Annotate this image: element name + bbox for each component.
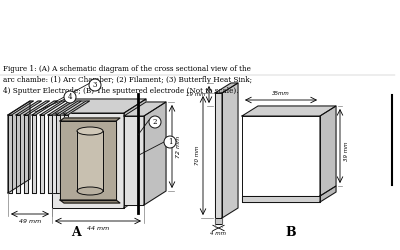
Text: 49 mm: 49 mm	[19, 219, 41, 224]
Polygon shape	[8, 101, 34, 115]
Polygon shape	[52, 101, 90, 115]
Text: 4 mm: 4 mm	[210, 231, 226, 236]
Text: 4: 4	[68, 93, 72, 101]
Text: 1: 1	[168, 138, 172, 146]
Text: Figure 1: (A) A schematic diagram of the cross sectional view of the: Figure 1: (A) A schematic diagram of the…	[3, 65, 251, 73]
Text: 19 mm: 19 mm	[186, 92, 206, 97]
Polygon shape	[56, 115, 60, 193]
Polygon shape	[77, 131, 103, 191]
Ellipse shape	[77, 127, 103, 135]
Polygon shape	[215, 83, 238, 93]
Polygon shape	[242, 106, 336, 116]
Polygon shape	[48, 115, 52, 193]
Polygon shape	[40, 115, 44, 193]
Polygon shape	[242, 116, 320, 196]
Polygon shape	[24, 115, 28, 193]
Text: 39 mm: 39 mm	[344, 141, 349, 161]
Polygon shape	[64, 101, 90, 115]
Text: 70 mm: 70 mm	[195, 146, 200, 165]
Polygon shape	[32, 101, 58, 115]
Text: 35mm: 35mm	[272, 91, 290, 96]
Polygon shape	[16, 101, 42, 115]
Circle shape	[164, 136, 176, 148]
Polygon shape	[40, 101, 66, 115]
Circle shape	[64, 91, 76, 103]
Polygon shape	[124, 116, 144, 205]
Polygon shape	[60, 118, 120, 121]
Ellipse shape	[77, 187, 103, 195]
Polygon shape	[320, 186, 336, 202]
Text: A: A	[71, 226, 81, 238]
Polygon shape	[32, 115, 36, 193]
Polygon shape	[144, 102, 166, 205]
Polygon shape	[60, 200, 120, 203]
Polygon shape	[222, 83, 238, 218]
Polygon shape	[56, 101, 82, 115]
Polygon shape	[24, 101, 50, 115]
Text: 4) Sputter Electrode; (B) The sputtered electrode (Not to scale).: 4) Sputter Electrode; (B) The sputtered …	[3, 87, 238, 95]
Polygon shape	[242, 196, 320, 202]
Text: 2: 2	[153, 118, 157, 126]
Polygon shape	[215, 218, 222, 224]
Polygon shape	[52, 115, 68, 193]
Text: arc chambe: (1) Arc Chamber; (2) Filament; (3) Butterfly Heat Sink;: arc chambe: (1) Arc Chamber; (2) Filamen…	[3, 76, 252, 84]
Text: 44 mm: 44 mm	[87, 226, 109, 231]
Text: 72 mm: 72 mm	[176, 136, 181, 158]
Text: 3: 3	[93, 81, 97, 89]
Polygon shape	[8, 115, 12, 193]
Circle shape	[89, 79, 101, 91]
Text: B: B	[286, 226, 296, 238]
Polygon shape	[320, 106, 336, 196]
Polygon shape	[64, 115, 68, 193]
Polygon shape	[215, 93, 222, 218]
Circle shape	[149, 116, 161, 128]
Polygon shape	[60, 121, 116, 200]
Polygon shape	[124, 102, 166, 116]
Polygon shape	[52, 99, 146, 113]
Polygon shape	[124, 99, 146, 208]
Polygon shape	[52, 113, 124, 208]
Polygon shape	[48, 101, 74, 115]
Polygon shape	[16, 115, 20, 193]
Polygon shape	[8, 101, 30, 193]
Text: 9: 9	[332, 188, 336, 194]
